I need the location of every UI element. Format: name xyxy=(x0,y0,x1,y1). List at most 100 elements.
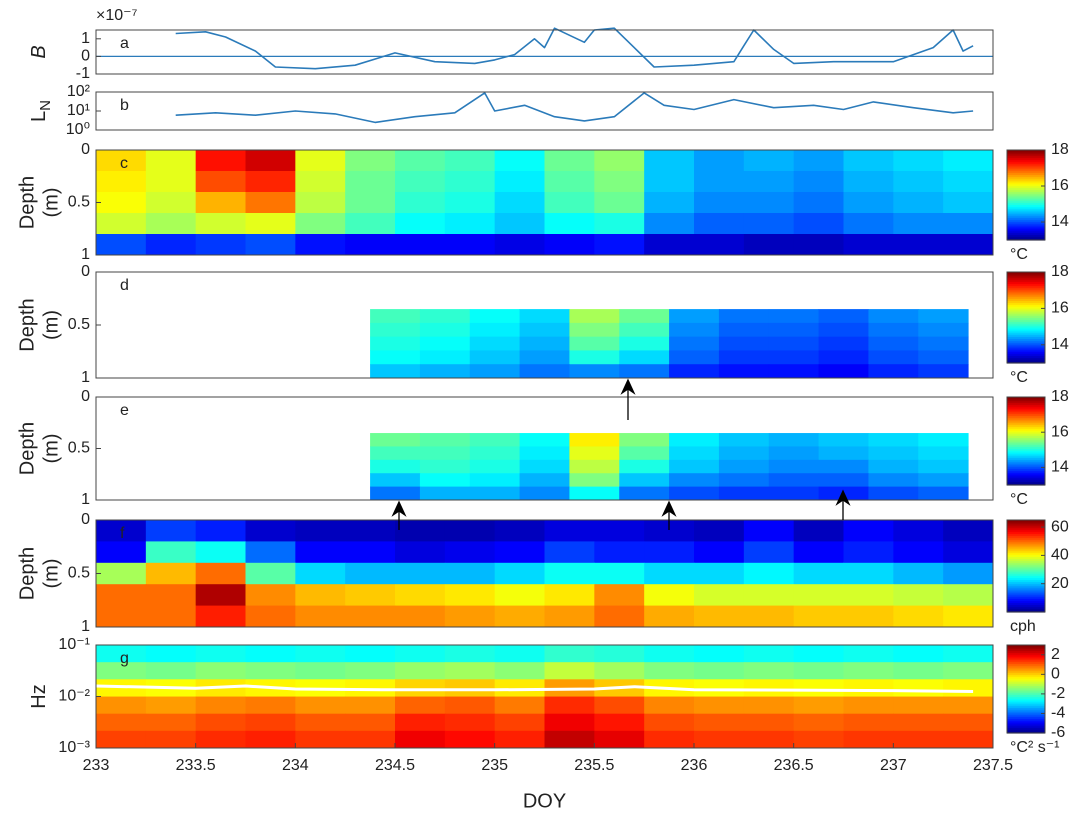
y-tick-label: 1 xyxy=(81,491,90,508)
heatmap-cell xyxy=(495,563,545,585)
heatmap-cell xyxy=(893,171,943,193)
heatmap-cell xyxy=(719,337,769,351)
heatmap-cell xyxy=(744,697,794,715)
page-body: {"chart_data": [ {"type": "line", "label… xyxy=(0,0,1074,821)
heatmap-cell xyxy=(495,584,545,606)
data-line xyxy=(176,93,973,123)
heatmap-cell xyxy=(719,433,769,447)
y-axis-label: (m) xyxy=(40,310,62,340)
heatmap-cell xyxy=(794,731,844,749)
heatmap-cell xyxy=(594,520,644,542)
heatmap-cell xyxy=(769,309,819,323)
colorbar-tick-label: 0 xyxy=(1051,666,1060,683)
heatmap-cell xyxy=(495,171,545,193)
heatmap-cell xyxy=(246,150,296,172)
heatmap-cell xyxy=(669,433,719,447)
heatmap-cell xyxy=(769,487,819,501)
heatmap-cell xyxy=(395,679,445,697)
heatmap-cell xyxy=(395,520,445,542)
heatmap-cell xyxy=(893,150,943,172)
heatmap-cell xyxy=(420,364,470,378)
heatmap-cell xyxy=(918,473,968,487)
panel: 10⁻³10⁻²10⁻¹gHz20-2-4-6°C² s⁻¹233233.523… xyxy=(28,636,1065,812)
heatmap-cell xyxy=(794,192,844,214)
heatmap-cell xyxy=(744,213,794,235)
panel-label: c xyxy=(120,155,128,172)
heatmap-cell xyxy=(370,323,420,337)
heatmap-cell xyxy=(520,473,570,487)
heatmap-cell xyxy=(669,473,719,487)
heatmap-cell xyxy=(569,446,619,460)
heatmap-cell xyxy=(395,662,445,680)
heatmap-cell xyxy=(719,487,769,501)
heatmap-cell xyxy=(420,350,470,364)
y-axis-label-main: B xyxy=(28,45,50,58)
colorbar-tick-label: 2 xyxy=(1051,646,1060,663)
x-tick-label: 233.5 xyxy=(176,757,216,774)
heatmap-cell xyxy=(893,662,943,680)
x-tick-label: 235.5 xyxy=(574,757,614,774)
heatmap-cell xyxy=(893,697,943,715)
heatmap-cell xyxy=(819,323,869,337)
figure: -101a×10⁻⁷B10⁰10¹10²bLN00.51cDepth(m)141… xyxy=(0,0,1074,821)
heatmap-cell xyxy=(744,192,794,214)
heatmap-cell xyxy=(669,309,719,323)
heatmap-cell xyxy=(395,541,445,563)
heatmap-cell xyxy=(295,731,345,749)
heatmap-cell xyxy=(644,541,694,563)
heatmap-cell xyxy=(694,662,744,680)
heatmap-cell xyxy=(370,460,420,474)
x-tick-label: 235 xyxy=(481,757,508,774)
heatmap-cell xyxy=(470,337,520,351)
colorbar-unit: °C xyxy=(1010,369,1028,386)
heatmap-cell xyxy=(819,364,869,378)
heatmap-cell xyxy=(96,234,146,256)
heatmap-cell xyxy=(868,337,918,351)
heatmap-cell xyxy=(196,520,246,542)
heatmap-cell xyxy=(395,234,445,256)
heatmap-cell xyxy=(619,337,669,351)
heatmap-cell xyxy=(246,171,296,193)
heatmap-cell xyxy=(370,350,420,364)
heatmap-cell xyxy=(445,731,495,749)
heatmap-cell xyxy=(246,697,296,715)
heatmap-cell xyxy=(744,662,794,680)
heatmap-cell xyxy=(495,541,545,563)
heatmap-cell xyxy=(545,584,595,606)
heatmap-cell xyxy=(868,446,918,460)
heatmap-cell xyxy=(370,309,420,323)
colorbar-unit: °C xyxy=(1010,246,1028,263)
heatmap-cell xyxy=(844,192,894,214)
heatmap-cell xyxy=(918,350,968,364)
heatmap-cell xyxy=(545,606,595,628)
heatmap-cell xyxy=(445,697,495,715)
heatmap-cell xyxy=(420,309,470,323)
heatmap-cell xyxy=(769,433,819,447)
heatmap-cell xyxy=(819,473,869,487)
y-axis-label: Depth xyxy=(16,298,38,351)
heatmap-cell xyxy=(644,584,694,606)
heatmap-cell xyxy=(545,234,595,256)
heatmap-cell xyxy=(744,606,794,628)
heatmap-cell xyxy=(520,323,570,337)
heatmap-cell xyxy=(669,487,719,501)
x-tick-label: 237 xyxy=(880,757,907,774)
heatmap-cell xyxy=(196,192,246,214)
heatmap-cell xyxy=(146,171,196,193)
heatmap-cell xyxy=(96,606,146,628)
heatmap-cell xyxy=(545,714,595,732)
y-tick-label: 1 xyxy=(81,369,90,386)
heatmap-cell xyxy=(744,584,794,606)
heatmap-cell xyxy=(594,171,644,193)
y-axis-label: (m) xyxy=(40,559,62,589)
heatmap-cell xyxy=(370,433,420,447)
heatmap-cell xyxy=(694,192,744,214)
heatmap-cell xyxy=(395,213,445,235)
heatmap-cell xyxy=(619,446,669,460)
heatmap-cell xyxy=(445,714,495,732)
heatmap-cell xyxy=(644,563,694,585)
heatmap-cell xyxy=(545,662,595,680)
heatmap-cell xyxy=(370,446,420,460)
y-axis-label: Depth xyxy=(16,422,38,475)
colorbar-tick-label: 40 xyxy=(1051,547,1069,564)
